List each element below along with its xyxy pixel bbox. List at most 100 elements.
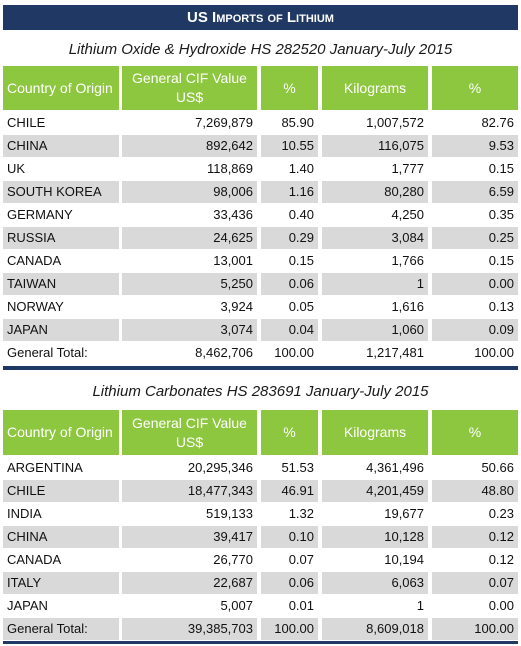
column-header: Country of Origin	[3, 66, 119, 110]
value-cell: 0.01	[288, 598, 314, 613]
value-cell: 519,133	[206, 506, 253, 521]
value-cell: 50.66	[481, 460, 514, 475]
value-cell: 20,295,346	[187, 460, 253, 475]
value-cell: 1.40	[288, 161, 314, 176]
value-cell: 26,770	[213, 552, 253, 567]
value-cell: 0.00	[488, 598, 514, 613]
country-cell: CHINA	[3, 526, 119, 548]
value-cell: 0.13	[488, 299, 514, 314]
country-cell: CHINA	[3, 135, 119, 157]
country-cell: NORWAY	[7, 299, 64, 314]
value-cell: 0.00	[432, 273, 518, 295]
value-cell: 0.29	[261, 227, 318, 249]
value-cell: 19,677	[384, 506, 424, 521]
column-header: Kilograms	[322, 66, 428, 110]
value-cell: 100.00	[474, 345, 514, 360]
value-cell: 1,777	[391, 161, 424, 176]
country-cell: ARGENTINA	[7, 460, 83, 475]
value-cell: 0.12	[432, 526, 518, 548]
value-cell: 13,001	[213, 253, 253, 268]
value-cell: 39,417	[122, 526, 257, 548]
value-cell: 24,625	[122, 227, 257, 249]
country-cell: CHILE	[3, 480, 119, 502]
value-cell: 0.06	[261, 273, 318, 295]
value-cell: 0.23	[488, 506, 514, 521]
value-cell: 51.53	[281, 460, 314, 475]
value-cell: 4,361,496	[366, 460, 424, 475]
country-cell: CANADA	[7, 552, 62, 567]
value-cell: 1	[416, 598, 424, 613]
value-cell: 5,250	[122, 273, 257, 295]
value-cell: 1,007,572	[366, 115, 424, 130]
value-cell: 10.55	[261, 135, 318, 157]
value-cell: 80,280	[322, 181, 428, 203]
value-cell: 0.40	[288, 207, 314, 222]
value-cell: 0.10	[261, 526, 318, 548]
value-cell: 39,385,703	[122, 618, 257, 640]
country-cell: GERMANY	[7, 207, 73, 222]
value-cell: 3,084	[322, 227, 428, 249]
value-cell: 0.25	[432, 227, 518, 249]
column-header: General CIF Value US$	[122, 410, 257, 455]
country-cell: INDIA	[7, 506, 42, 521]
column-header: %	[432, 410, 518, 455]
country-cell: RUSSIA	[3, 227, 119, 249]
column-header: %	[432, 66, 518, 110]
table-caption: Lithium Oxide & Hydroxide HS 282520 Janu…	[68, 41, 453, 58]
value-cell: 100.00	[261, 618, 318, 640]
country-cell: JAPAN	[7, 598, 48, 613]
value-cell: 0.07	[432, 572, 518, 594]
country-cell: TAIWAN	[3, 273, 119, 295]
country-cell: CHILE	[7, 115, 46, 130]
value-cell: 0.35	[488, 207, 514, 222]
value-cell: 22,687	[122, 572, 257, 594]
value-cell: 4,250	[391, 207, 424, 222]
column-header: %	[261, 410, 318, 455]
value-cell: 0.05	[288, 299, 314, 314]
country-cell: JAPAN	[3, 319, 119, 341]
value-cell: 18,477,343	[122, 480, 257, 502]
value-cell: 10,194	[384, 552, 424, 567]
value-cell: 0.04	[261, 319, 318, 341]
value-cell: 46.91	[261, 480, 318, 502]
title-bar: US Imports of Lithium	[3, 5, 518, 30]
value-cell: 0.06	[261, 572, 318, 594]
value-cell: 0.15	[288, 253, 314, 268]
value-cell: 33,436	[213, 207, 253, 222]
value-cell: 892,642	[122, 135, 257, 157]
value-cell: 1.16	[261, 181, 318, 203]
value-cell: 85.90	[281, 115, 314, 130]
value-cell: 118,869	[206, 161, 253, 176]
value-cell: 8,609,018	[322, 618, 428, 640]
country-cell: ITALY	[3, 572, 119, 594]
value-cell: 0.07	[288, 552, 314, 567]
value-cell: 0.15	[488, 161, 514, 176]
value-cell: 3,074	[122, 319, 257, 341]
value-cell: 1,060	[322, 319, 428, 341]
value-cell: 100.00	[432, 618, 518, 640]
country-cell: General Total:	[3, 618, 119, 640]
value-cell: 1,217,481	[366, 345, 424, 360]
value-cell: 1,616	[391, 299, 424, 314]
table-caption: Lithium Carbonates HS 283691 January-Jul…	[92, 383, 429, 400]
country-cell: SOUTH KOREA	[3, 181, 119, 203]
value-cell: 1,766	[391, 253, 424, 268]
value-cell: 9.53	[432, 135, 518, 157]
value-cell: 1.32	[288, 506, 314, 521]
country-cell: CANADA	[7, 253, 62, 268]
value-cell: 48.80	[432, 480, 518, 502]
table-rule	[3, 366, 518, 370]
value-cell: 6,063	[322, 572, 428, 594]
value-cell: 116,075	[322, 135, 428, 157]
value-cell: 7,269,879	[195, 115, 253, 130]
value-cell: 10,128	[322, 526, 428, 548]
table-rule	[3, 641, 518, 644]
value-cell: 4,201,459	[322, 480, 428, 502]
value-cell: 98,006	[122, 181, 257, 203]
column-header: General CIF Value US$	[122, 66, 257, 110]
value-cell: 3,924	[220, 299, 253, 314]
value-cell: 1	[322, 273, 428, 295]
value-cell: 8,462,706	[195, 345, 253, 360]
value-cell: 0.09	[432, 319, 518, 341]
